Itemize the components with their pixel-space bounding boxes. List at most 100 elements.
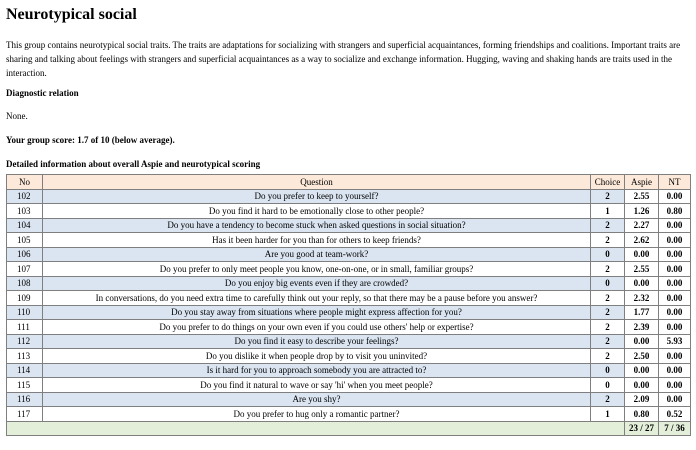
row-number: 107 [6,261,43,277]
row-nt: 0.00 [658,362,691,378]
row-aspie: 2.55 [624,261,659,277]
table-row: 106 Are you good at team-work? 0 0.00 0.00 [6,246,691,262]
row-number: 113 [6,348,43,364]
row-nt: 0.00 [658,290,691,306]
row-number: 106 [6,246,43,262]
totals-spacer [6,420,625,436]
row-question: Are you shy? [42,391,591,407]
total-aspie: 23 / 27 [624,420,659,436]
table-row: 113 Do you dislike it when people drop by… [6,348,691,364]
row-nt: 0.00 [658,348,691,364]
row-number: 102 [6,188,43,204]
row-number: 109 [6,290,43,306]
row-choice: 2 [590,348,625,364]
table-row: 102 Do you prefer to keep to yourself? 2 2.… [6,188,691,204]
row-nt: 0.00 [658,377,691,393]
row-nt: 0.00 [658,275,691,291]
table-row: 112 Do you find it easy to describe your … [6,333,691,349]
row-aspie: 2.27 [624,217,659,233]
row-number: 117 [6,406,43,422]
row-aspie: 0.00 [624,362,659,378]
header-nt: NT [658,174,691,190]
row-nt: 0.00 [658,188,691,204]
page: Neurotypical social This group contains … [6,6,691,436]
row-question: Do you prefer to hug only a romantic par… [42,406,591,422]
row-choice: 1 [590,203,625,219]
row-question: Do you find it hard to be emotionally cl… [42,203,591,219]
row-aspie: 2.32 [624,290,659,306]
row-nt: 0.52 [658,406,691,422]
row-nt: 0.00 [658,261,691,277]
header-choice: Choice [590,174,625,190]
table-row: 109 In conversations, do you need extra t… [6,290,691,306]
row-choice: 2 [590,304,625,320]
row-number: 115 [6,377,43,393]
row-choice: 2 [590,290,625,306]
row-choice: 2 [590,333,625,349]
row-number: 112 [6,333,43,349]
row-aspie: 1.26 [624,203,659,219]
row-choice: 2 [590,319,625,335]
header-aspie: Aspie [624,174,659,190]
detail-heading: Detailed information about overall Aspie… [6,159,261,169]
row-question: Do you prefer to do things on your own e… [42,319,591,335]
row-nt: 0.00 [658,319,691,335]
table-row: 108 Do you enjoy big events even if they … [6,275,691,291]
table-row: 105 Has it been harder for you than for o… [6,232,691,248]
row-number: 104 [6,217,43,233]
row-question: Do you enjoy big events even if they are… [42,275,591,291]
row-choice: 0 [590,246,625,262]
row-choice: 2 [590,217,625,233]
row-question: Do you find it easy to describe your fee… [42,333,591,349]
row-question: Do you prefer to only meet people you kn… [42,261,591,277]
table-row: 117 Do you prefer to hug only a romantic … [6,406,691,422]
row-question: Do you dislike it when people drop by to… [42,348,591,364]
row-aspie: 0.00 [624,246,659,262]
row-question: Is it hard for you to approach somebody … [42,362,591,378]
table-row: 107 Do you prefer to only meet people you… [6,261,691,277]
table-row: 115 Do you find it natural to wave or say… [6,377,691,393]
diagnostic-heading: Diagnostic relation [6,88,79,98]
header-no: No [6,174,43,190]
row-number: 108 [6,275,43,291]
intro-text: This group contains neurotypical social … [6,40,681,78]
diagnostic-value: None. [6,111,28,121]
header-question: Question [42,174,591,190]
table-row: 110 Do you stay away from situations wher… [6,304,691,320]
row-aspie: 2.09 [624,391,659,407]
table-body: 102 Do you prefer to keep to yourself? 2 2.… [6,188,691,422]
row-nt: 0.00 [658,304,691,320]
row-choice: 2 [590,391,625,407]
page-title: Neurotypical social [6,6,137,23]
row-nt: 5.93 [658,333,691,349]
row-aspie: 2.39 [624,319,659,335]
row-choice: 2 [590,232,625,248]
row-choice: 2 [590,188,625,204]
row-aspie: 1.77 [624,304,659,320]
row-question: Do you find it natural to wave or say 'h… [42,377,591,393]
total-nt: 7 / 36 [658,420,691,436]
row-choice: 0 [590,377,625,393]
group-score: Your group score: 1.7 of 10 (below avera… [6,135,175,145]
row-aspie: 2.50 [624,348,659,364]
row-aspie: 0.80 [624,406,659,422]
table-row: 103 Do you find it hard to be emotionally… [6,203,691,219]
row-nt: 0.00 [658,246,691,262]
row-number: 111 [6,319,43,335]
row-nt: 0.00 [658,217,691,233]
table-header-row: No Question Choice Aspie NT [6,174,691,190]
row-number: 116 [6,391,43,407]
row-aspie: 0.00 [624,333,659,349]
table-row: 104 Do you have a tendency to become stuc… [6,217,691,233]
row-choice: 0 [590,362,625,378]
row-number: 110 [6,304,43,320]
row-aspie: 0.00 [624,275,659,291]
row-nt: 0.80 [658,203,691,219]
scoring-table: No Question Choice Aspie NT 102 Do you pr… [6,174,691,436]
row-question: Has it been harder for you than for othe… [42,232,591,248]
row-number: 103 [6,203,43,219]
row-number: 114 [6,362,43,378]
row-question: Do you stay away from situations where p… [42,304,591,320]
row-question: Do you have a tendency to become stuck w… [42,217,591,233]
row-choice: 0 [590,275,625,291]
